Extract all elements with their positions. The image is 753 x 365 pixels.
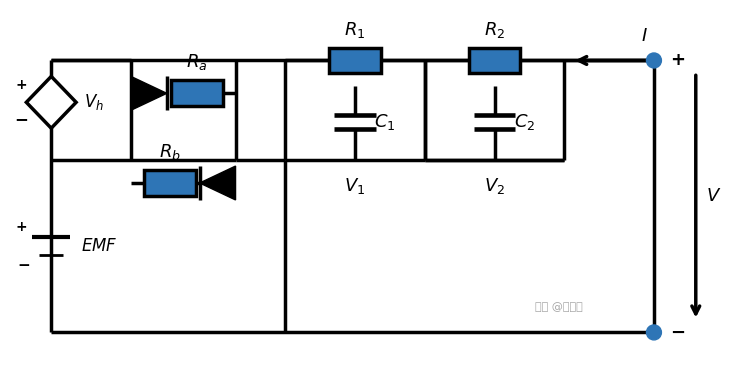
Text: $C_2$: $C_2$: [514, 112, 535, 132]
Polygon shape: [26, 76, 76, 128]
Text: $R_a$: $R_a$: [186, 53, 207, 73]
Text: $V_h$: $V_h$: [84, 92, 104, 112]
Text: $EMF$: $EMF$: [81, 237, 117, 255]
Text: +: +: [16, 78, 27, 92]
Text: −: −: [17, 258, 29, 273]
Text: $R_1$: $R_1$: [344, 20, 366, 39]
Text: $I$: $I$: [641, 27, 648, 45]
Text: $R_b$: $R_b$: [159, 142, 181, 162]
Text: $V_2$: $V_2$: [484, 176, 505, 196]
Text: +: +: [670, 51, 685, 69]
Text: $V_1$: $V_1$: [344, 176, 366, 196]
Polygon shape: [131, 76, 167, 110]
Text: 知乎 @向灰狼: 知乎 @向灰狼: [535, 301, 583, 311]
Text: $C_1$: $C_1$: [374, 112, 395, 132]
Circle shape: [647, 325, 661, 340]
Circle shape: [647, 53, 661, 68]
Text: $R_2$: $R_2$: [484, 20, 505, 39]
Text: $V$: $V$: [706, 188, 721, 205]
Polygon shape: [200, 166, 236, 200]
Text: +: +: [16, 220, 27, 234]
Text: −: −: [14, 110, 29, 128]
Bar: [144, 170, 196, 196]
Bar: [468, 47, 520, 73]
Bar: [329, 47, 381, 73]
Bar: [171, 80, 223, 106]
Text: −: −: [670, 323, 685, 341]
